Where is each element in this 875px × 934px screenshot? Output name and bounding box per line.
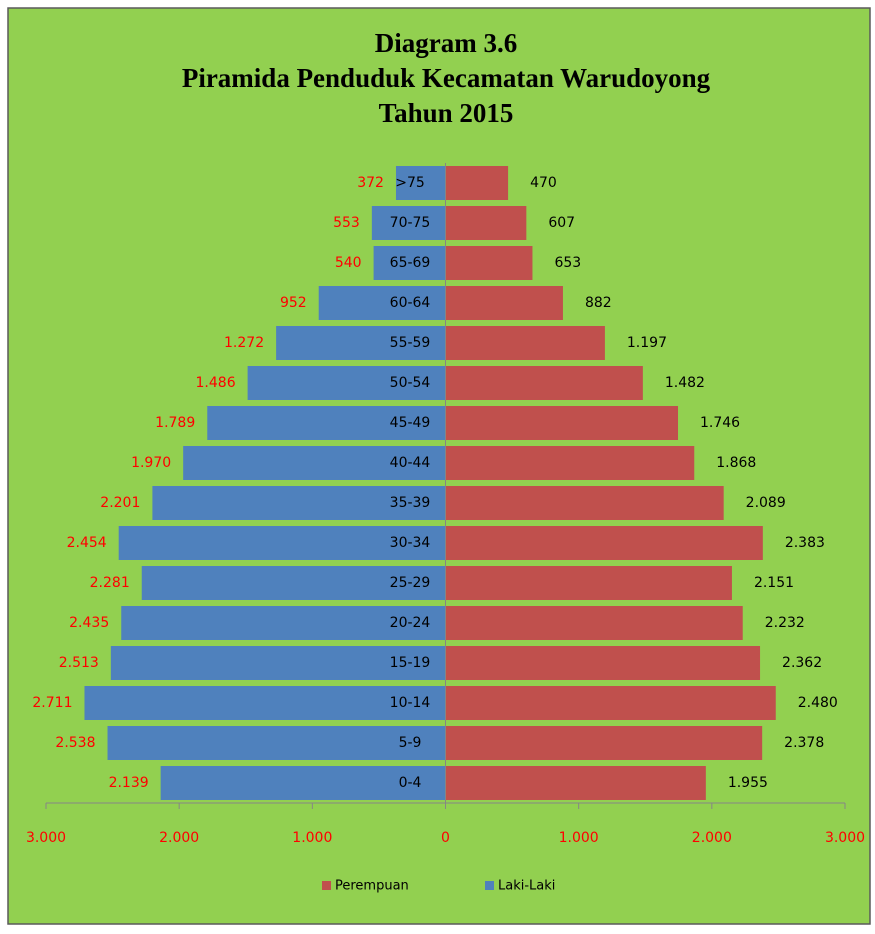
x-tick-label: 2.000 bbox=[159, 830, 199, 846]
legend-swatch bbox=[485, 881, 494, 890]
data-label: 2.151 bbox=[754, 575, 794, 591]
x-tick-label: 0 bbox=[441, 830, 450, 846]
bar bbox=[445, 246, 533, 280]
category-label: 55-59 bbox=[390, 335, 431, 351]
data-label: 1.486 bbox=[196, 375, 236, 391]
data-label: 2.383 bbox=[785, 535, 825, 551]
data-label: 1.482 bbox=[665, 375, 705, 391]
data-label: 2.281 bbox=[90, 575, 130, 591]
data-label: 1.970 bbox=[131, 455, 171, 471]
x-tick-label: 3.000 bbox=[825, 830, 865, 846]
bar bbox=[445, 686, 776, 720]
bar bbox=[445, 286, 563, 320]
bar bbox=[84, 686, 446, 720]
category-label: 0-4 bbox=[399, 775, 422, 791]
bar bbox=[445, 446, 695, 480]
chart-title: Tahun 2015 bbox=[379, 98, 514, 128]
bar bbox=[160, 766, 446, 800]
category-label: 20-24 bbox=[390, 615, 431, 631]
bar bbox=[445, 726, 763, 760]
bar bbox=[276, 326, 446, 360]
bar bbox=[152, 486, 446, 520]
legend-label: Perempuan bbox=[335, 879, 409, 894]
data-label: 882 bbox=[585, 295, 612, 311]
bar bbox=[318, 286, 446, 320]
category-label: 60-64 bbox=[390, 295, 431, 311]
bar bbox=[373, 246, 446, 280]
bar bbox=[371, 206, 446, 240]
category-label: 70-75 bbox=[390, 215, 431, 231]
bar bbox=[445, 366, 643, 400]
bar bbox=[445, 526, 763, 560]
data-label: 2.480 bbox=[798, 695, 838, 711]
data-label: 2.139 bbox=[109, 775, 149, 791]
x-tick-label: 3.000 bbox=[26, 830, 66, 846]
data-label: 952 bbox=[280, 295, 307, 311]
bar bbox=[445, 766, 706, 800]
data-label: 1.197 bbox=[627, 335, 667, 351]
data-label: 2.089 bbox=[746, 495, 786, 511]
data-label: 653 bbox=[554, 255, 581, 271]
data-label: 372 bbox=[357, 175, 384, 191]
data-label: 2.378 bbox=[784, 735, 824, 751]
category-label: 10-14 bbox=[390, 695, 431, 711]
bar bbox=[107, 726, 446, 760]
bar bbox=[445, 606, 743, 640]
category-label: 45-49 bbox=[390, 415, 431, 431]
category-label: 15-19 bbox=[390, 655, 431, 671]
bar bbox=[445, 566, 732, 600]
data-label: 607 bbox=[548, 215, 575, 231]
category-label: 35-39 bbox=[390, 495, 431, 511]
category-label: 30-34 bbox=[390, 535, 431, 551]
data-label: 1.746 bbox=[700, 415, 740, 431]
data-label: 2.232 bbox=[765, 615, 805, 631]
bar bbox=[445, 406, 679, 440]
category-label: 50-54 bbox=[390, 375, 431, 391]
data-label: 1.868 bbox=[716, 455, 756, 471]
category-label: 40-44 bbox=[390, 455, 431, 471]
data-label: 2.201 bbox=[100, 495, 140, 511]
bar bbox=[118, 526, 446, 560]
category-label: 65-69 bbox=[390, 255, 431, 271]
bar bbox=[445, 206, 527, 240]
data-label: 1.789 bbox=[155, 415, 195, 431]
chart-title: Diagram 3.6 bbox=[375, 28, 517, 58]
category-label: >75 bbox=[395, 175, 425, 191]
category-label: 25-29 bbox=[390, 575, 431, 591]
data-label: 2.454 bbox=[67, 535, 107, 551]
x-tick-label: 1.000 bbox=[559, 830, 599, 846]
legend-label: Laki-Laki bbox=[498, 879, 555, 894]
data-label: 2.513 bbox=[59, 655, 99, 671]
data-label: 2.711 bbox=[32, 695, 72, 711]
bar bbox=[445, 326, 605, 360]
chart-title: Piramida Penduduk Kecamatan Warudoyong bbox=[182, 63, 711, 93]
bar bbox=[207, 406, 446, 440]
bar bbox=[247, 366, 446, 400]
legend-swatch bbox=[322, 881, 331, 890]
bar bbox=[445, 486, 724, 520]
data-label: 1.955 bbox=[728, 775, 768, 791]
data-label: 2.435 bbox=[69, 615, 109, 631]
category-label: 5-9 bbox=[399, 735, 422, 751]
bar bbox=[445, 646, 761, 680]
bar bbox=[445, 166, 509, 200]
data-label: 470 bbox=[530, 175, 557, 191]
bar bbox=[395, 166, 446, 200]
bar bbox=[110, 646, 446, 680]
data-label: 553 bbox=[333, 215, 360, 231]
x-tick-label: 1.000 bbox=[292, 830, 332, 846]
bar bbox=[183, 446, 446, 480]
data-label: 1.272 bbox=[224, 335, 264, 351]
bar bbox=[121, 606, 446, 640]
data-label: 2.362 bbox=[782, 655, 822, 671]
bar bbox=[141, 566, 446, 600]
data-label: 540 bbox=[335, 255, 362, 271]
data-label: 2.538 bbox=[55, 735, 95, 751]
x-tick-label: 2.000 bbox=[692, 830, 732, 846]
